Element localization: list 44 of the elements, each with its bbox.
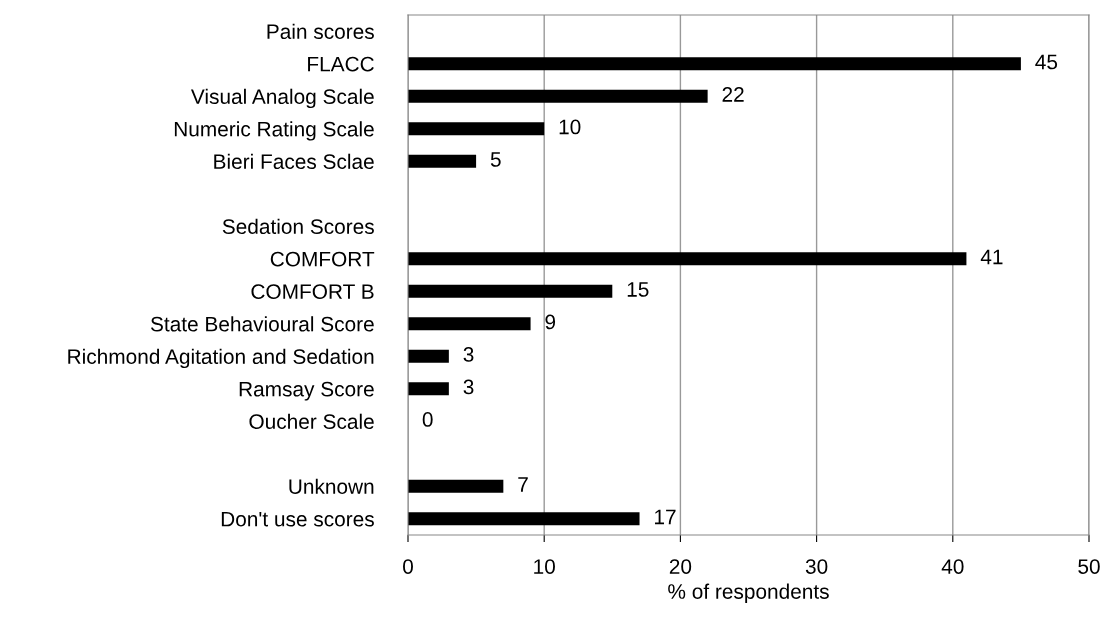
data-label: 3 [463,379,474,395]
bar [408,122,545,136]
y-tick-label: State Behavioural Score [150,316,374,332]
x-tick-label: 30 [805,559,828,574]
y-tick-label: COMFORT [270,251,375,267]
y-tick-label: Ramsay Score [239,381,374,401]
y-tick-label: Numeric Rating Scale [174,121,374,141]
y-tick-label: FLACC [308,56,374,72]
data-label: 15 [627,282,649,297]
data-label: 9 [545,314,556,330]
y-tick-label: Oucher Scale [249,413,374,429]
y-tick-label: Bieri Faces Sclae [214,153,374,169]
bar [408,479,504,493]
bar [408,349,449,363]
x-tick-label: 10 [534,559,555,574]
bar [408,154,477,168]
x-tick-label: 0 [403,559,413,574]
data-label: 45 [1035,54,1058,70]
data-label: 5 [490,152,501,167]
y-tick-label: Visual Analog Scale [190,88,374,109]
bar [408,284,613,298]
x-tick-label: 20 [669,559,692,574]
bar [408,89,708,103]
x-tick-label: 50 [1078,559,1100,574]
bar [408,512,640,526]
bar [408,317,531,331]
bar [408,57,1021,71]
y-tick-label: Sedation Scores [222,218,374,234]
data-label: 10 [559,119,581,135]
bar [408,382,449,396]
y-tick-label: Don't use scores [221,511,374,527]
data-label: 3 [463,347,474,362]
data-label: 41 [980,249,1003,265]
data-label: 0 [422,412,433,427]
bar [408,252,967,266]
y-tick-label: COMFORT B [251,284,374,299]
y-tick-label: Richmond Agitation and Sedation [68,348,374,369]
x-tick-label: 40 [941,559,964,574]
x-axis-title: % of respondents [668,583,829,604]
data-label: 17 [655,509,676,525]
data-label: 7 [518,477,528,492]
y-tick-label: Unknown [289,478,374,494]
y-tick-label: Pain scores [267,23,374,39]
data-label: 22 [722,87,744,102]
